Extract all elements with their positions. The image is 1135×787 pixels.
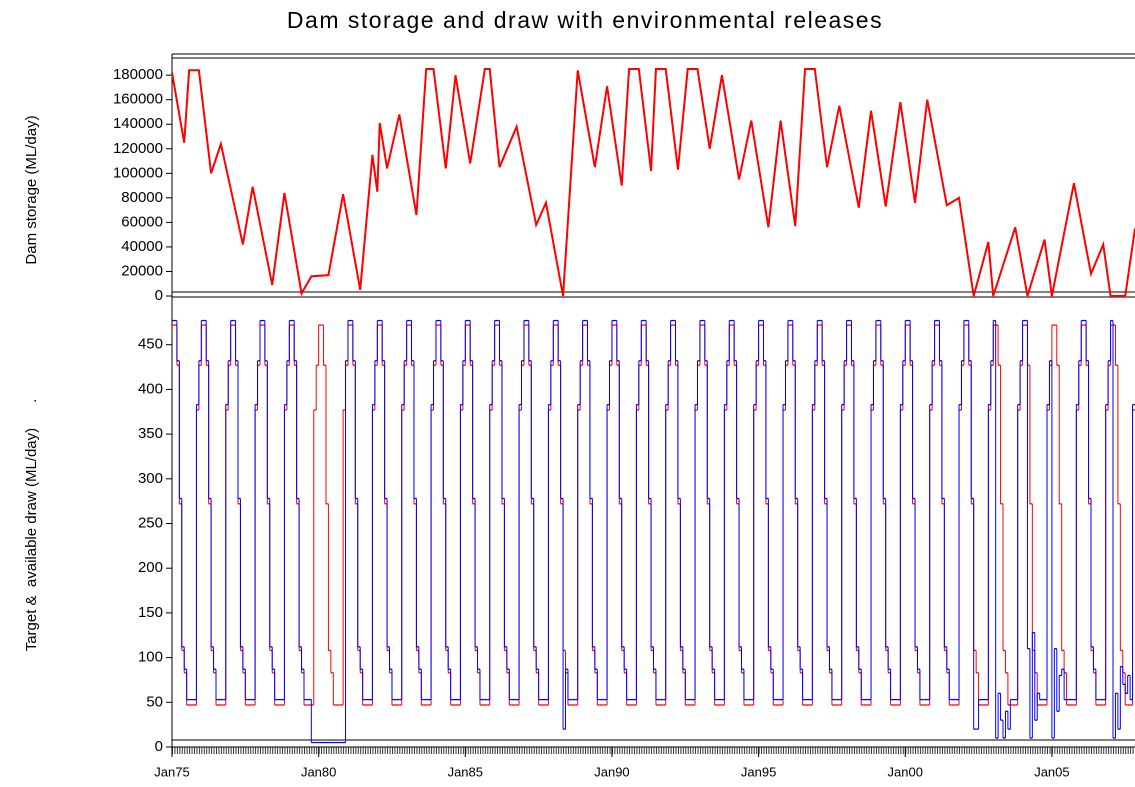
y-axis-label: Dam storage (ML/day) bbox=[23, 115, 40, 264]
chart-title: Dam storage and draw with environmental … bbox=[287, 7, 883, 33]
storage-line bbox=[171, 68, 1135, 297]
y-tick-label: 40000 bbox=[121, 238, 163, 255]
y-tick-label: 140000 bbox=[113, 115, 163, 132]
x-tick-label: Jan95 bbox=[741, 764, 776, 779]
minor-ticks bbox=[172, 747, 1135, 754]
x-tick-label: Jan75 bbox=[154, 764, 189, 779]
y-tick-label: 100 bbox=[138, 649, 163, 666]
y-tick-label: 180000 bbox=[113, 66, 163, 83]
y-tick-label: 80000 bbox=[121, 189, 163, 206]
x-tick-label: Jan00 bbox=[888, 764, 923, 779]
y-tick-label: 120000 bbox=[113, 140, 163, 157]
y-tick-label: 300 bbox=[138, 470, 163, 487]
y-tick-label: 200 bbox=[138, 559, 163, 576]
x-tick-label: Jan90 bbox=[594, 764, 629, 779]
y-tick-label: 250 bbox=[138, 514, 163, 531]
y-tick-label: 0 bbox=[155, 738, 163, 755]
x-tick-label: Jan85 bbox=[448, 764, 483, 779]
y-tick-label: 60000 bbox=[121, 213, 163, 230]
y-tick-label: 160000 bbox=[113, 91, 163, 108]
x-tick-label: Jan80 bbox=[301, 764, 336, 779]
y-tick-label: 350 bbox=[138, 425, 163, 442]
y-tick-label: 150 bbox=[138, 604, 163, 621]
x-tick-label: Jan05 bbox=[1034, 764, 1069, 779]
y-tick-label: 0 bbox=[155, 287, 163, 304]
y-tick-label: 450 bbox=[138, 336, 163, 353]
y-axis-label: Target & available draw (ML/day) . bbox=[23, 399, 40, 652]
y-tick-label: 20000 bbox=[121, 262, 163, 279]
y-tick-label: 100000 bbox=[113, 164, 163, 181]
y-tick-label: 400 bbox=[138, 380, 163, 397]
y-tick-label: 50 bbox=[146, 693, 163, 710]
frame bbox=[171, 53, 1135, 754]
